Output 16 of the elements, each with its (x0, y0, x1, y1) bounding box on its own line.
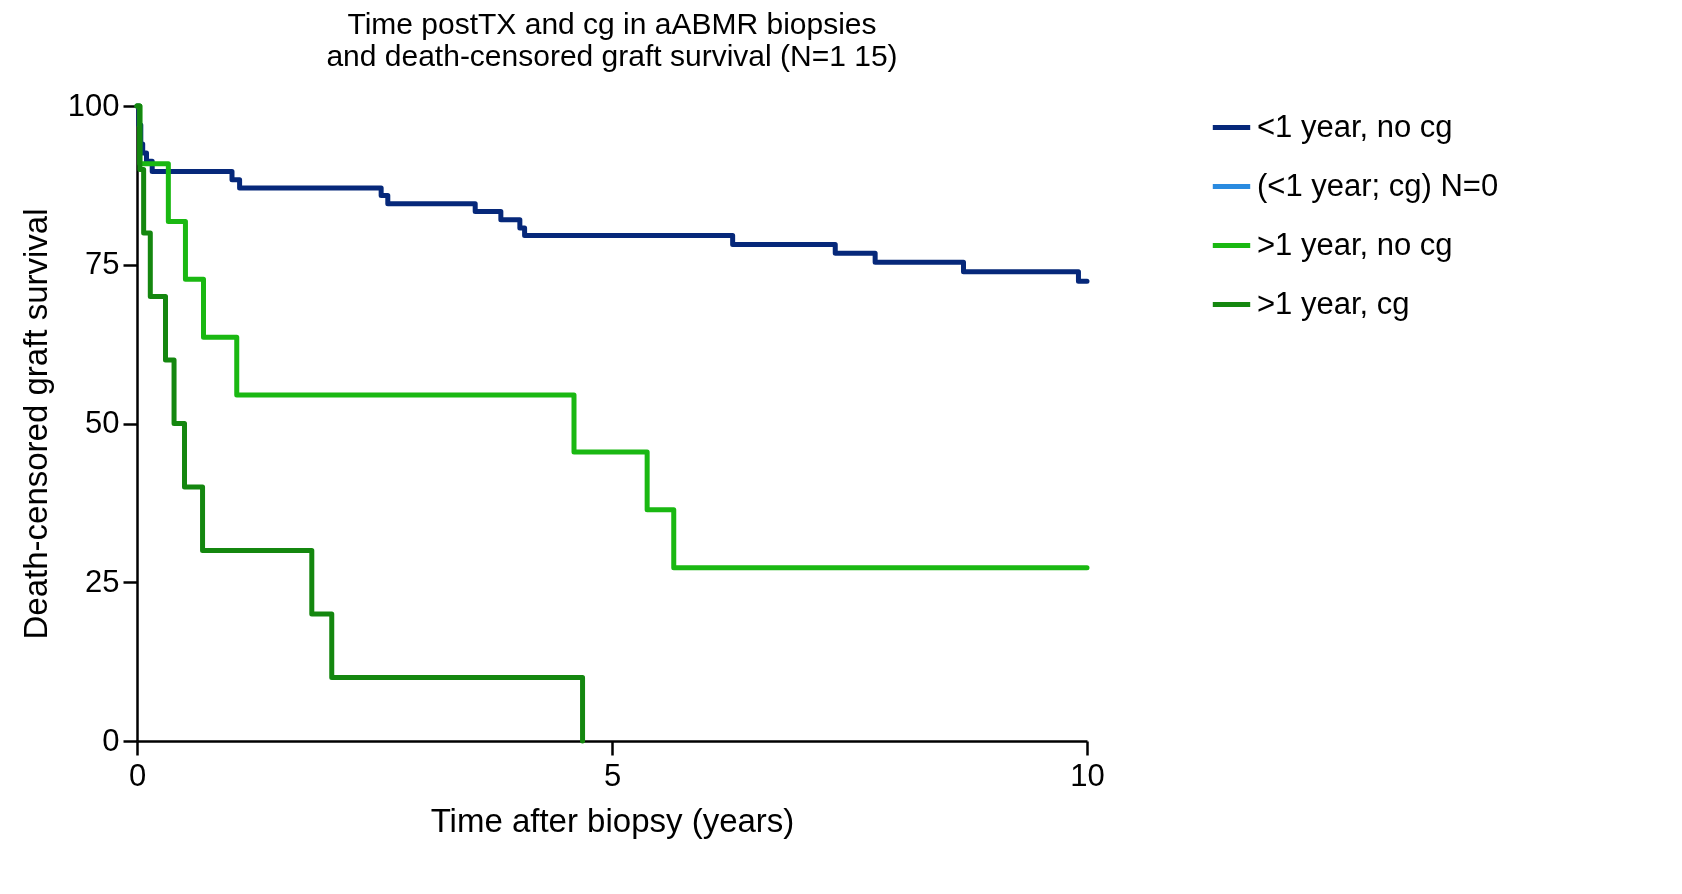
legend-label: >1 year, no cg (1257, 226, 1453, 262)
text: Time postTX and cg in aABMR biopsies (347, 7, 877, 40)
legend-label: <1 year, no cg (1257, 108, 1453, 144)
x-tick-label: 5 (603, 757, 622, 793)
legend-label: >1 year, cg (1257, 285, 1410, 321)
y-tick-label: 25 (85, 563, 120, 599)
x-tick-label: 10 (1070, 757, 1105, 793)
y-axis-title: Death-censored graft survival (16, 208, 54, 640)
y-tick-label: 75 (85, 246, 120, 282)
y-tick-label: 50 (85, 405, 120, 440)
legend-label: (<1 year; cg) N=0 (1257, 167, 1499, 203)
y-tick-label: 0 (102, 722, 120, 758)
x-axis-title: Time after biopsy (years) (430, 801, 795, 839)
y-tick-label: 100 (67, 87, 120, 123)
text: and death-censored graft survival (N=1 15) (326, 39, 898, 72)
x-tick-label: 0 (128, 757, 147, 793)
